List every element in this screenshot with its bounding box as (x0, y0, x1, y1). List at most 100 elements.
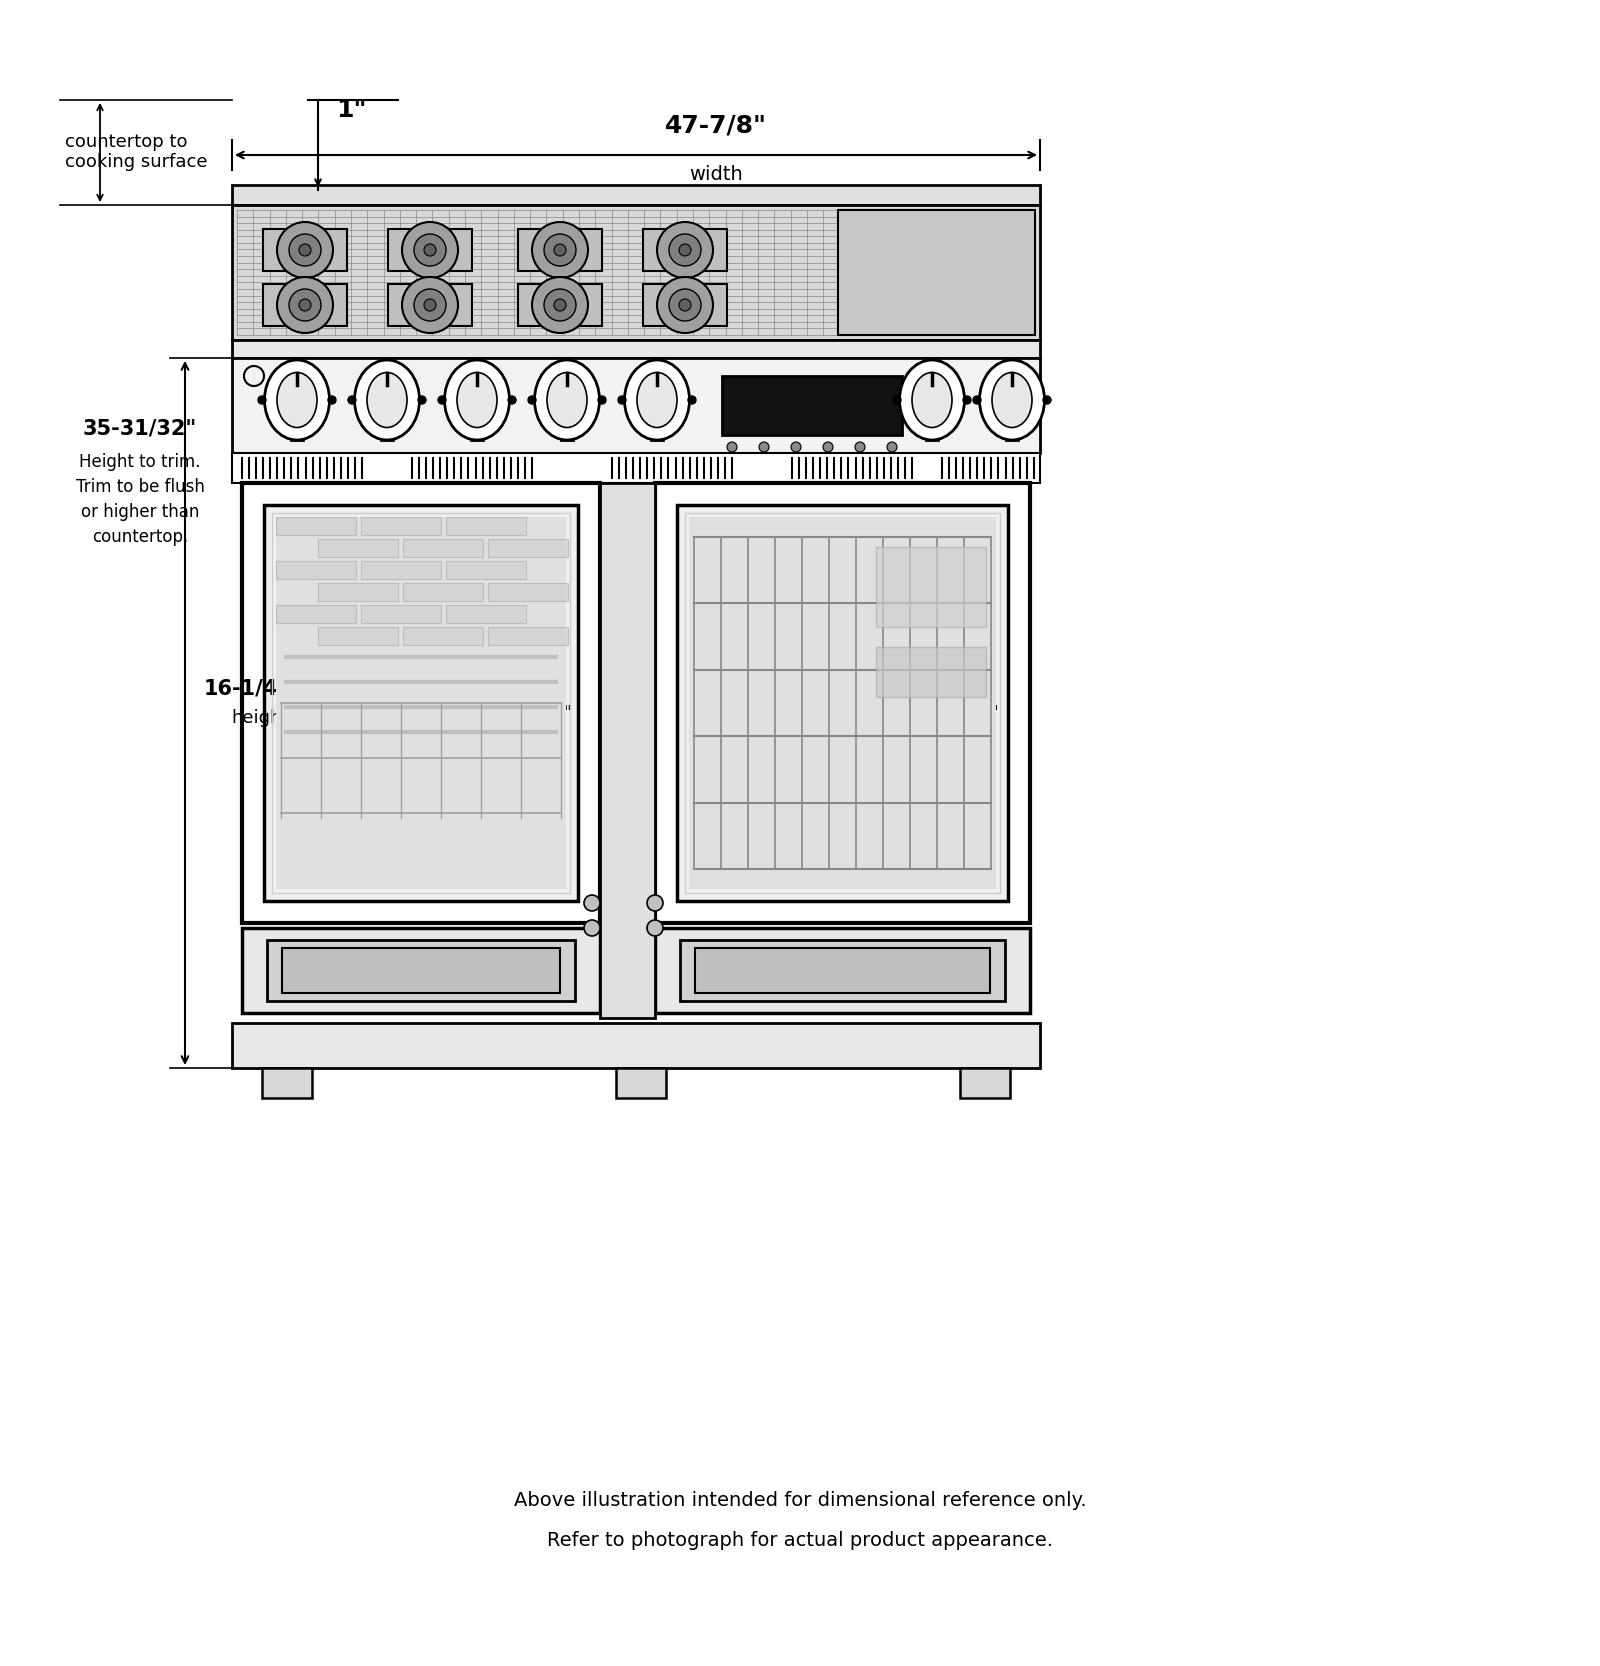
Text: depth: depth (893, 726, 941, 745)
Bar (362, 561, 442, 580)
Text: Height to trim.: Height to trim. (80, 453, 200, 471)
Ellipse shape (979, 360, 1045, 440)
Circle shape (258, 397, 266, 403)
Circle shape (528, 397, 536, 403)
Circle shape (424, 243, 435, 257)
Circle shape (418, 397, 426, 403)
Bar (488, 540, 568, 556)
Bar (242, 928, 600, 1013)
Bar (277, 605, 355, 623)
Text: 16-1/4": 16-1/4" (203, 678, 290, 698)
Ellipse shape (277, 373, 317, 428)
Bar (654, 483, 1030, 923)
Text: countertop.: countertop. (91, 528, 189, 546)
Bar (403, 540, 483, 556)
Bar (690, 516, 995, 890)
Bar (277, 516, 355, 535)
Text: countertop to
cooking surface: countertop to cooking surface (66, 133, 208, 172)
Bar (654, 928, 1030, 1013)
Text: width: width (690, 165, 742, 183)
Circle shape (584, 920, 600, 936)
Circle shape (531, 277, 589, 333)
Bar (232, 358, 1040, 453)
Text: 1": 1" (336, 98, 366, 122)
Bar (262, 1068, 312, 1098)
Bar (722, 377, 902, 435)
Circle shape (963, 397, 971, 403)
Text: 12": 12" (410, 710, 453, 730)
Bar (877, 646, 986, 696)
Bar (446, 516, 526, 535)
Bar (518, 228, 602, 272)
Bar (318, 626, 398, 645)
Bar (694, 948, 990, 993)
Circle shape (414, 288, 446, 322)
Text: height: height (722, 710, 779, 726)
Text: height: height (232, 710, 290, 726)
Text: depth: depth (466, 726, 514, 745)
Bar (272, 488, 462, 513)
Ellipse shape (458, 373, 498, 428)
Bar (600, 483, 654, 1018)
Circle shape (658, 277, 714, 333)
Bar (232, 1023, 1040, 1068)
Circle shape (554, 298, 566, 312)
Text: width: width (406, 751, 456, 770)
Bar (267, 940, 574, 1001)
Circle shape (790, 441, 802, 451)
Circle shape (618, 397, 626, 403)
Circle shape (402, 222, 458, 278)
Bar (232, 185, 1040, 205)
Circle shape (758, 441, 770, 451)
Circle shape (678, 243, 691, 257)
Bar (677, 505, 1008, 901)
Circle shape (414, 233, 446, 267)
Bar (662, 488, 851, 513)
Bar (446, 605, 526, 623)
Bar (262, 228, 347, 272)
Text: Above illustration intended for dimensional reference only.: Above illustration intended for dimensio… (514, 1491, 1086, 1509)
Circle shape (402, 277, 458, 333)
Bar (277, 561, 355, 580)
Text: Trim to be flush: Trim to be flush (75, 478, 205, 496)
Circle shape (584, 895, 600, 911)
Text: or higher than: or higher than (82, 503, 198, 521)
Circle shape (646, 895, 662, 911)
Bar (387, 228, 472, 272)
Bar (242, 483, 600, 923)
Text: 35-31/32": 35-31/32" (83, 418, 197, 438)
Text: 21-29/32": 21-29/32" (466, 703, 573, 723)
Circle shape (277, 277, 333, 333)
Ellipse shape (534, 360, 600, 440)
Bar (318, 583, 398, 601)
Ellipse shape (445, 360, 509, 440)
Text: Refer to photograph for actual product appearance.: Refer to photograph for actual product a… (547, 1531, 1053, 1549)
Ellipse shape (355, 360, 419, 440)
Circle shape (893, 397, 901, 403)
Circle shape (669, 288, 701, 322)
Text: 47-7/8": 47-7/8" (666, 113, 766, 137)
Circle shape (554, 243, 566, 257)
Circle shape (678, 298, 691, 312)
Bar (232, 453, 1040, 483)
Ellipse shape (637, 373, 677, 428)
Text: 16-1/4": 16-1/4" (722, 678, 806, 698)
Bar (232, 205, 1040, 340)
Ellipse shape (899, 360, 965, 440)
Bar (877, 546, 986, 626)
Bar (318, 540, 398, 556)
Bar (643, 228, 726, 272)
Circle shape (349, 397, 355, 403)
Bar (488, 626, 568, 645)
Circle shape (669, 233, 701, 267)
Bar (277, 516, 566, 890)
Bar (272, 513, 570, 893)
Circle shape (290, 288, 322, 322)
Circle shape (973, 397, 981, 403)
Bar (362, 605, 442, 623)
Text: 27-15/16": 27-15/16" (802, 650, 923, 670)
Bar (680, 940, 1005, 1001)
Bar (262, 283, 347, 327)
Bar (488, 583, 568, 601)
Circle shape (646, 920, 662, 936)
